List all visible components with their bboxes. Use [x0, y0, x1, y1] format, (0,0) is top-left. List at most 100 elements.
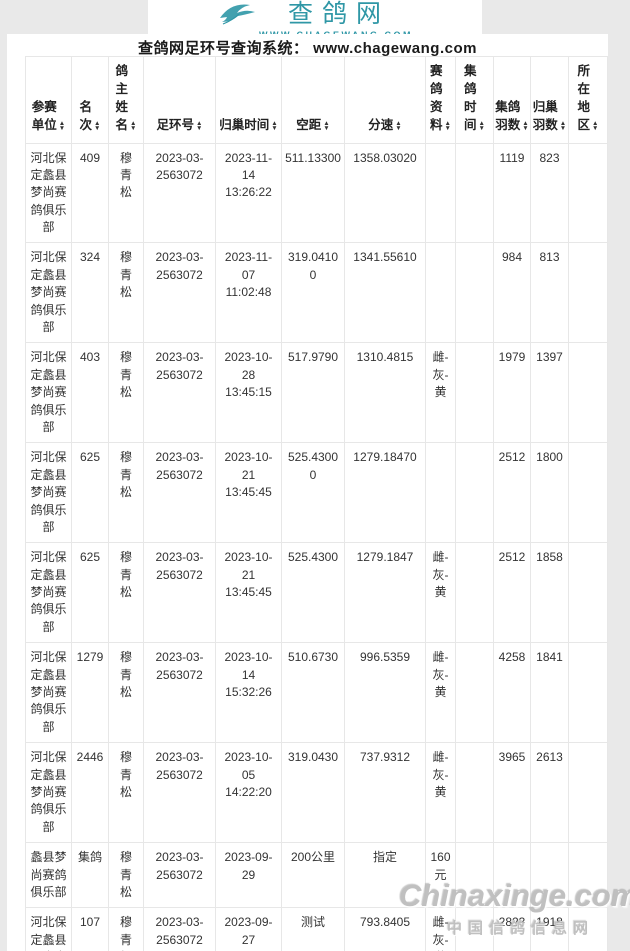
column-label-pigeon_info: 赛 鸽 资 料: [430, 64, 443, 133]
sort-icon: ▲ ▼: [478, 119, 485, 132]
cell-return_count: 1918: [530, 907, 569, 951]
cell-ring: 2023-03- 2563072: [143, 542, 216, 644]
page-title: 查鸽网足环号查询系统： www.chagewang.com: [138, 40, 477, 57]
cell-region: [568, 742, 608, 844]
cell-return_count: 823: [530, 142, 569, 244]
sort-icon: ▲ ▼: [196, 119, 203, 132]
cell-owner: 穆青松: [108, 642, 144, 744]
cell-distance: 525.43000: [281, 442, 345, 544]
cell-speed: 1279.1847: [344, 542, 426, 644]
sort-icon: ▲ ▼: [592, 119, 599, 132]
sort-icon: ▲ ▼: [395, 119, 402, 132]
column-header-pigeon_info[interactable]: 赛 鸽 资 料 ▲ ▼: [425, 56, 456, 144]
cell-collect_time: [455, 342, 494, 444]
sort-icon: ▲ ▼: [58, 119, 66, 132]
cell-region: [568, 642, 608, 744]
cell-rank: 625: [71, 442, 109, 544]
brand-name: 查鸽网: [287, 0, 390, 28]
column-header-return_time[interactable]: 归巢时间 ▲ ▼: [215, 56, 282, 144]
column-header-ring[interactable]: 足环号 ▲ ▼: [143, 56, 216, 144]
cell-distance: 510.6730: [281, 642, 345, 744]
cell-return_time: 2023-10- 28 13:45:15: [215, 342, 282, 444]
cell-owner: 穆青松: [108, 907, 144, 951]
cell-ring: 2023-03- 2563072: [143, 907, 216, 951]
dove-icon: [220, 4, 255, 25]
cell-collect_time: [455, 442, 494, 544]
cell-speed: 793.8405: [344, 907, 426, 951]
cell-owner: 穆青松: [108, 142, 144, 244]
sort-icon: ▲ ▼: [559, 119, 567, 132]
cell-owner: 穆青松: [108, 342, 144, 444]
column-header-distance[interactable]: 空距 ▲ ▼: [281, 56, 345, 144]
cell-pigeon_info: 雌-灰-黄: [425, 542, 456, 644]
cell-unit: 蠡县梦尚赛鸽俱乐部: [25, 842, 72, 909]
column-header-speed[interactable]: 分速 ▲ ▼: [344, 56, 426, 144]
cell-collect_time: [455, 742, 494, 844]
sort-icon: ▲ ▼: [323, 119, 330, 132]
cell-unit: 河北保定蠡县梦尚赛鸽俱乐部: [25, 342, 72, 444]
cell-owner: 穆青松: [108, 542, 144, 644]
site-logo: 查鸽网 WWW.CHAGEWANG.COM: [148, 0, 482, 34]
column-header-return_count[interactable]: 归巢 羽数 ▲ ▼: [530, 56, 569, 144]
cell-pigeon_info: [425, 142, 456, 244]
cell-collect_time: [455, 907, 494, 951]
cell-return_count: 2613: [530, 742, 569, 844]
column-label-speed: 分速: [368, 118, 394, 133]
column-header-owner[interactable]: 鸽 主 姓 名 ▲ ▼: [108, 56, 144, 144]
ring-query-results-table: 参赛 单位 ▲ ▼ 名 次 ▲ ▼ 鸽 主 姓 名 ▲ ▼ 足环号 ▲ ▼ 归巢时间 ▲ ▼ 空距 ▲ ▼ 分速 ▲ ▼…: [25, 56, 608, 951]
cell-region: [568, 907, 608, 951]
cell-return_time: 2023-09- 27 13:35:43: [215, 907, 282, 951]
table-row: 河北保定蠡县梦尚赛鸽俱乐部 625 穆青松 2023-03- 2563072 2023-…: [25, 542, 608, 644]
column-label-owner: 鸽 主 姓 名: [115, 64, 129, 133]
cell-owner: 穆青松: [108, 442, 144, 544]
cell-region: [568, 242, 608, 344]
top-band: 查鸽网 WWW.CHAGEWANG.COM: [0, 0, 630, 34]
cell-speed: 指定: [344, 842, 426, 909]
cell-unit: 河北保定蠡县梦尚赛鸽俱乐部: [25, 442, 72, 544]
table-header-row: 参赛 单位 ▲ ▼ 名 次 ▲ ▼ 鸽 主 姓 名 ▲ ▼ 足环号 ▲ ▼ 归巢时间 ▲ ▼ 空距 ▲ ▼ 分速 ▲ ▼…: [25, 56, 608, 144]
cell-owner: 穆青松: [108, 842, 144, 909]
cell-speed: 1341.55610: [344, 242, 426, 344]
content-card: 查鸽网足环号查询系统： www.chagewang.com 参赛 单位 ▲ ▼ 名 次…: [7, 34, 630, 951]
cell-rank: 1279: [71, 642, 109, 744]
cell-owner: 穆青松: [108, 742, 144, 844]
sort-icon: ▲ ▼: [94, 119, 101, 132]
brand-url: WWW.CHAGEWANG.COM: [259, 30, 413, 34]
cell-return_count: 1800: [530, 442, 569, 544]
cell-collect_time: [455, 842, 494, 909]
cell-distance: 525.4300: [281, 542, 345, 644]
column-label-region: 所 在 地 区: [577, 64, 591, 133]
cell-region: [568, 142, 608, 244]
column-label-collect_time: 集 鸽 时 间: [464, 64, 477, 133]
sort-icon: ▲ ▼: [522, 119, 529, 132]
table-row: 河北保定蠡县梦尚赛鸽俱乐部 324 穆青松 2023-03- 2563072 2023-…: [25, 242, 608, 344]
cell-ring: 2023-03- 2563072: [143, 242, 216, 344]
cell-collect_count: 2823: [493, 907, 531, 951]
table-row: 河北保定蠡县梦尚赛鸽俱乐部 625 穆青松 2023-03- 2563072 2023-…: [25, 442, 608, 544]
sort-icon: ▲ ▼: [271, 119, 278, 132]
column-header-collect_time[interactable]: 集 鸽 时 间 ▲ ▼: [455, 56, 494, 144]
cell-rank: 2446: [71, 742, 109, 844]
cell-return_count: 813: [530, 242, 569, 344]
cell-return_time: 2023-11- 14 13:26:22: [215, 142, 282, 244]
column-label-rank: 名 次: [79, 100, 93, 133]
cell-collect_count: 4258: [493, 642, 531, 744]
cell-owner: 穆青松: [108, 242, 144, 344]
cell-unit: 河北保定蠡县梦尚赛鸽俱乐部: [25, 242, 72, 344]
cell-ring: 2023-03- 2563072: [143, 842, 216, 909]
cell-distance: 319.04100: [281, 242, 345, 344]
cell-rank: 107: [71, 907, 109, 951]
cell-unit: 河北保定蠡县梦尚赛鸽俱乐部: [25, 907, 72, 951]
cell-ring: 2023-03- 2563072: [143, 142, 216, 244]
column-label-collect_count: 集鸽 羽数: [495, 100, 521, 133]
column-header-unit[interactable]: 参赛 单位 ▲ ▼: [25, 56, 72, 144]
column-header-collect_count[interactable]: 集鸽 羽数 ▲ ▼: [493, 56, 531, 144]
table-row: 河北保定蠡县梦尚赛鸽俱乐部 403 穆青松 2023-03- 2563072 2023-…: [25, 342, 608, 444]
cell-return_time: 2023-09- 29: [215, 842, 282, 909]
cell-speed: 737.9312: [344, 742, 426, 844]
cell-collect_count: 1979: [493, 342, 531, 444]
column-header-region[interactable]: 所 在 地 区 ▲ ▼: [568, 56, 608, 144]
column-header-rank[interactable]: 名 次 ▲ ▼: [71, 56, 109, 144]
cell-rank: 403: [71, 342, 109, 444]
cell-speed: 996.5359: [344, 642, 426, 744]
